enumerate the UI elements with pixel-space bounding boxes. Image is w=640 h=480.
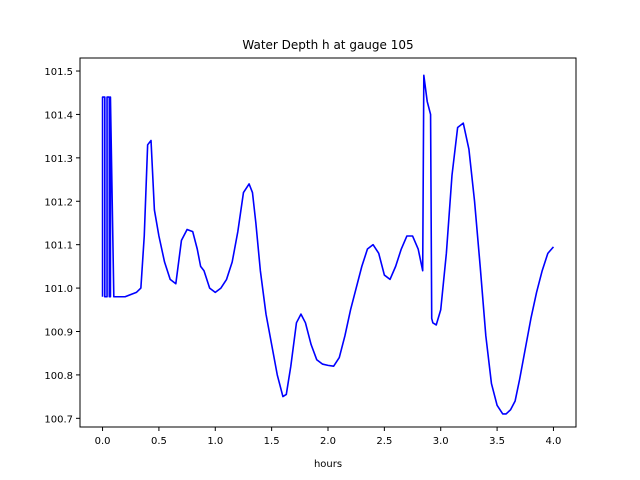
x-tick-label: 2.5	[376, 436, 392, 447]
plot-lines	[101, 74, 555, 415]
y-tick-label: 100.7	[44, 414, 73, 425]
y-tick-label: 101.1	[44, 241, 73, 252]
series-line	[101, 74, 555, 415]
x-tick-label: 3.5	[489, 436, 505, 447]
x-axis-ticks: 0.0 0.5 1.0 1.5 2.0 2.5 3.0 3.5 4.0	[95, 427, 562, 447]
x-axis-label: hours	[314, 459, 342, 470]
x-tick-label: 0.5	[151, 436, 167, 447]
chart-title: Water Depth h at gauge 105	[242, 38, 413, 52]
y-axis-ticks: 100.7 100.8 100.9 101.0 101.1 101.2 101.3 101.4…	[44, 67, 80, 425]
y-tick-label: 101.3	[44, 154, 73, 165]
plot-area-frame	[79, 57, 577, 428]
x-tick-label: 1.5	[264, 436, 280, 447]
y-tick-label: 100.9	[44, 327, 73, 338]
y-tick-label: 101.0	[44, 284, 73, 295]
y-tick-label: 101.4	[44, 110, 73, 121]
x-tick-label: 4.0	[546, 436, 562, 447]
y-tick-label: 101.2	[44, 197, 73, 208]
y-tick-label: 101.5	[44, 67, 73, 78]
x-tick-label: 1.0	[207, 436, 223, 447]
x-tick-label: 3.0	[433, 436, 449, 447]
x-tick-label: 2.0	[320, 436, 336, 447]
y-tick-label: 100.8	[44, 371, 73, 382]
x-tick-label: 0.0	[95, 436, 111, 447]
